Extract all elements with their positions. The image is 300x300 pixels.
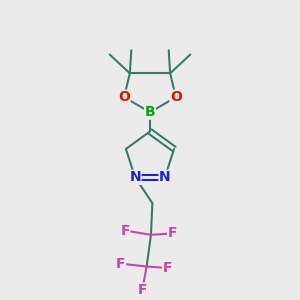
Text: B: B [145, 105, 155, 119]
Text: F: F [163, 261, 172, 275]
Text: N: N [129, 170, 141, 184]
Text: O: O [118, 90, 130, 104]
Text: F: F [116, 256, 125, 271]
Text: N: N [159, 170, 171, 184]
Text: O: O [170, 90, 182, 104]
Text: F: F [120, 224, 130, 238]
Text: F: F [138, 283, 147, 297]
Text: F: F [168, 226, 177, 240]
